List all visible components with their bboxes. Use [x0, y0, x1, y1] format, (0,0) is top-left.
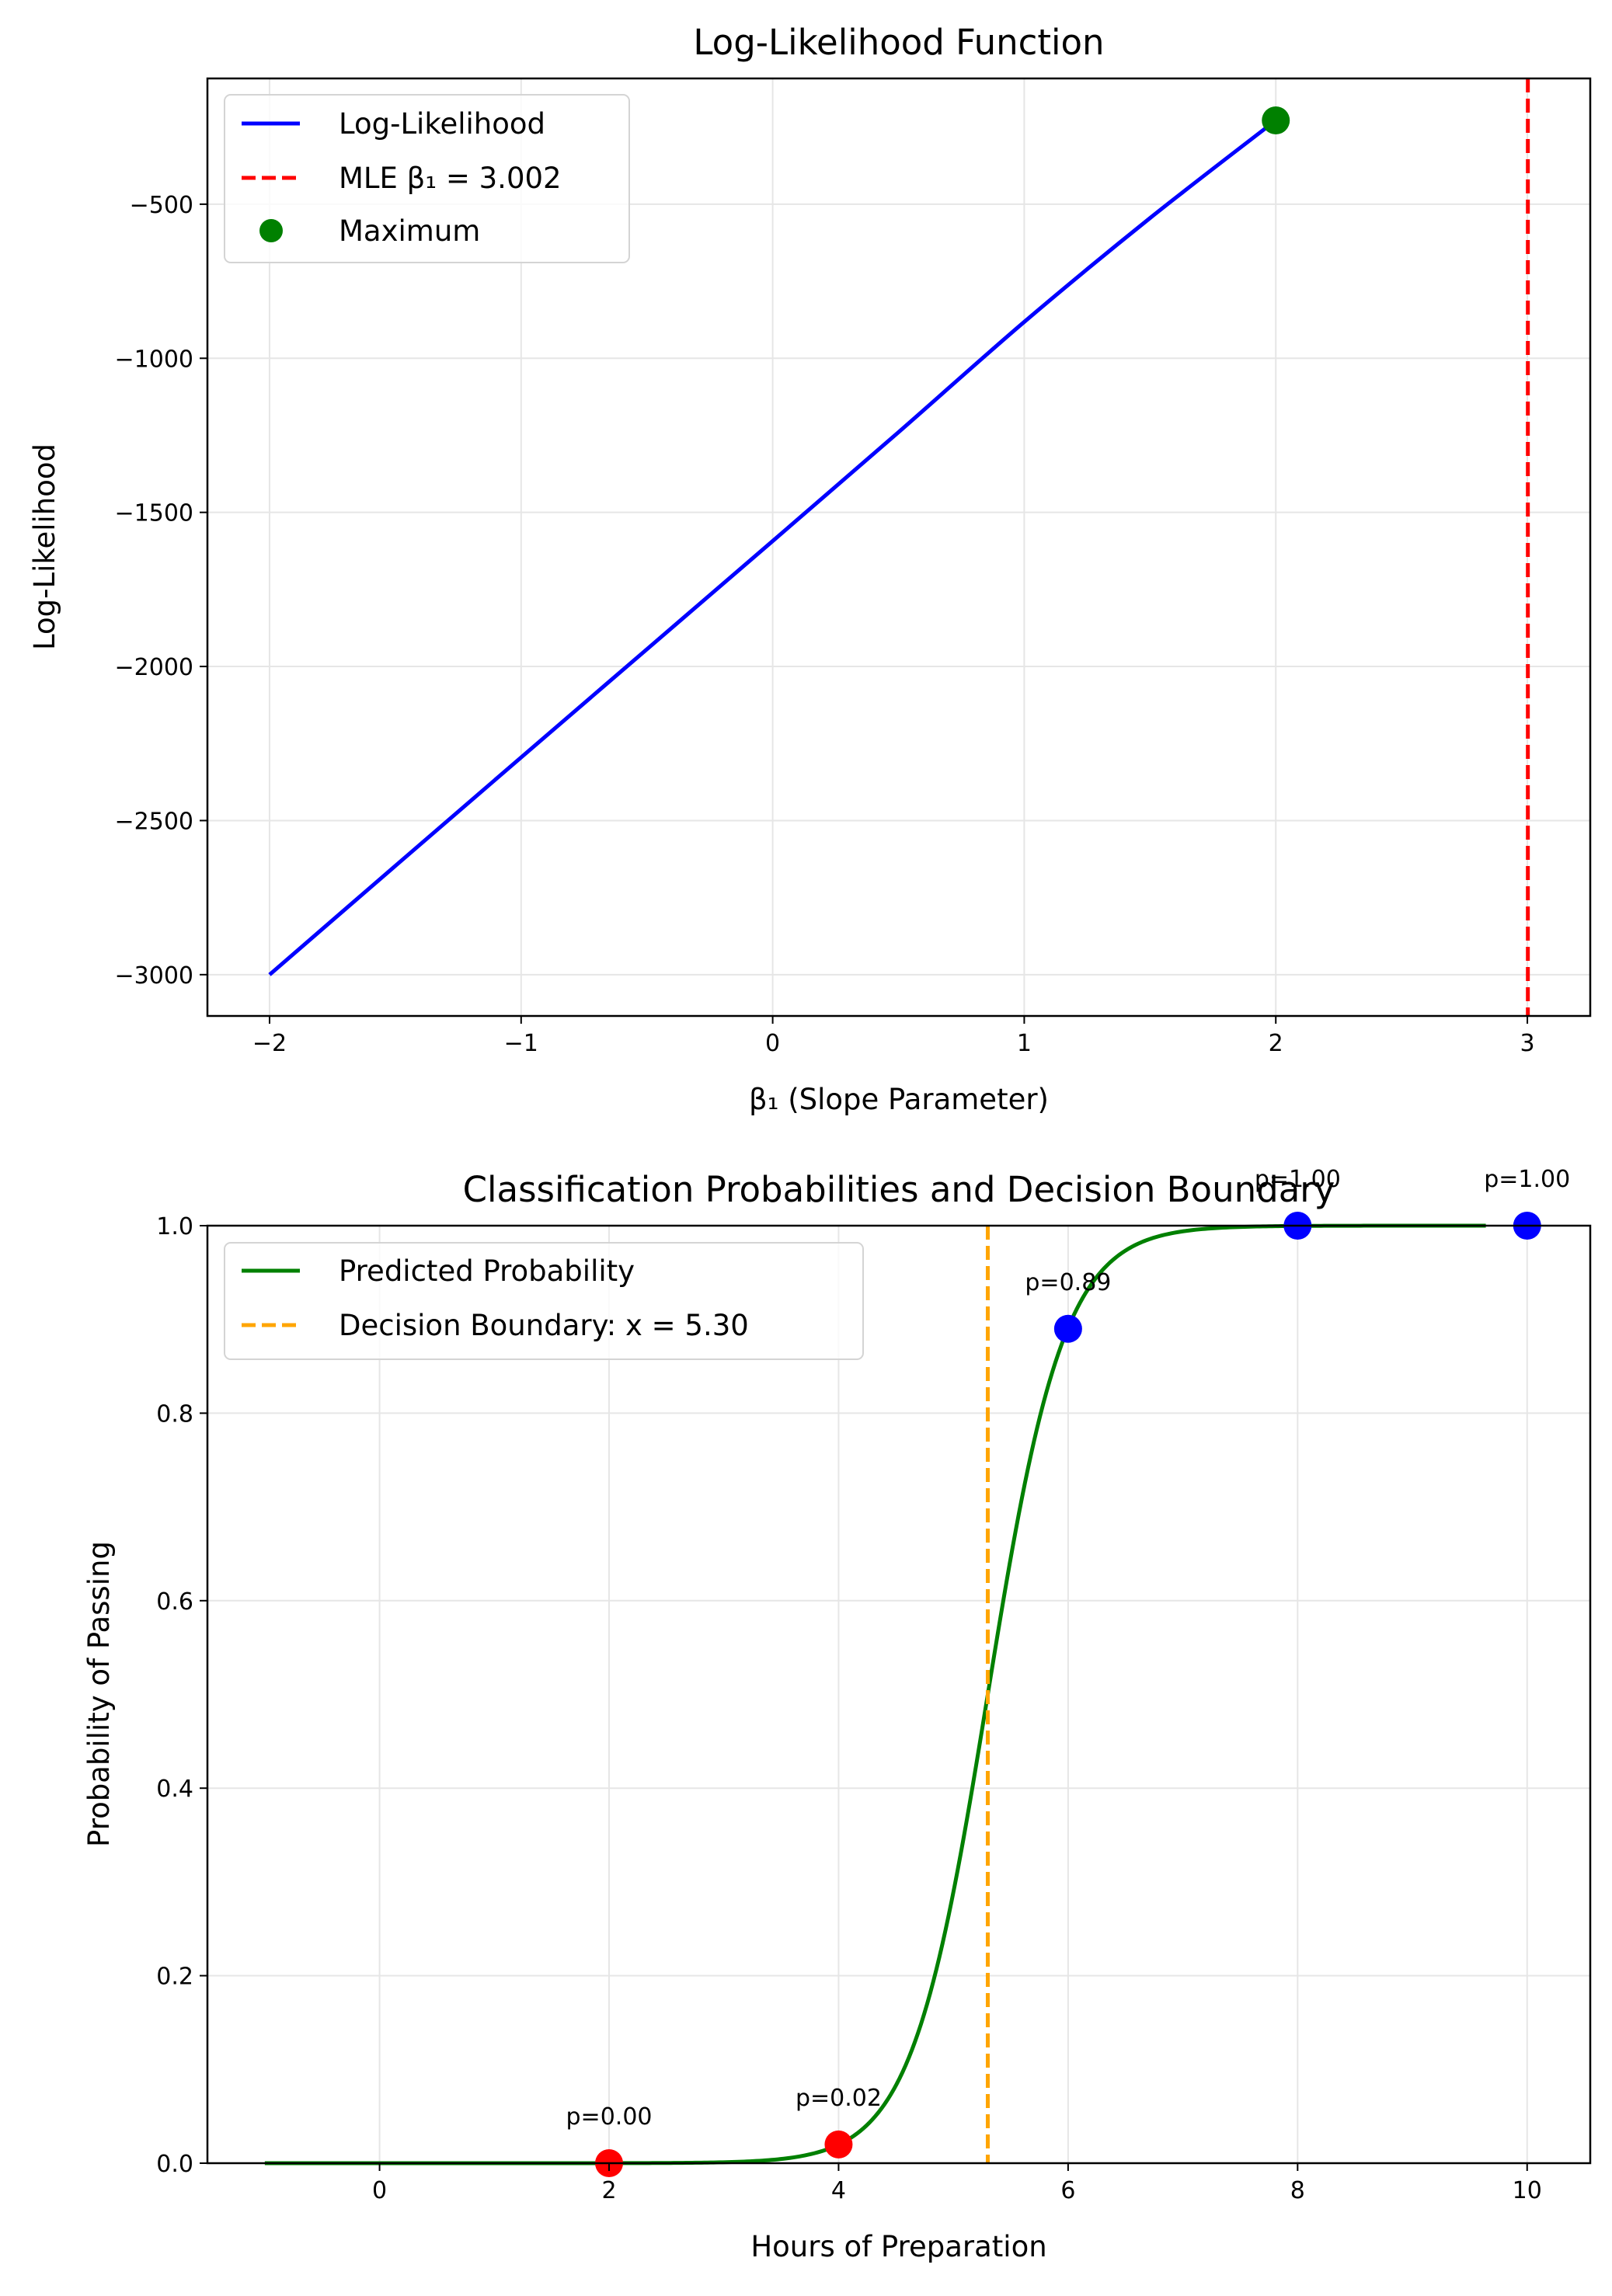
plot-area [268, 78, 1530, 1016]
y-axis-label: Log-Likelihood [28, 444, 61, 650]
x-axis-label: Hours of Preparation [750, 2230, 1046, 2263]
y-axis-label: Probability of Passing [82, 1541, 116, 1847]
point-annotation: p=0.89 [1025, 1269, 1111, 1296]
point-annotation: p=0.00 [566, 2103, 653, 2131]
data-point [1053, 1314, 1082, 1343]
y-tick-label: −1000 [115, 346, 193, 373]
x-tick-label: 1 [1017, 1030, 1032, 1057]
y-tick-label: −2500 [115, 808, 193, 835]
y-tick-label: −3000 [115, 962, 193, 990]
point-annotation: p=1.00 [1484, 1166, 1570, 1193]
legend-box [224, 1242, 864, 1360]
legend-label-mle: MLE β₁ = 3.002 [339, 162, 562, 195]
point-annotation: p=0.02 [796, 2085, 882, 2112]
log-likelihood-chart: Log-Likelihood Function −2 −1 0 1 2 3 −3000 −2… [28, 22, 1592, 1116]
axes-frame [206, 1224, 1592, 2165]
chart-title: Classification Probabilities and Decisio… [463, 1169, 1335, 1210]
point-annotations: p=0.00 p=0.02 p=0.89 p=1.00 p=1.00 [566, 1166, 1571, 2131]
classification-chart: Classification Probabilities and Decisio… [82, 1166, 1592, 2263]
data-point [824, 2130, 853, 2159]
legend-label-log-likelihood: Log-Likelihood [339, 107, 545, 141]
axes-frame [206, 77, 1592, 1018]
y-axis-ticks: 0.0 0.2 0.4 0.6 0.8 1.0 [156, 1213, 207, 2178]
y-tick-label: −500 [130, 192, 193, 219]
x-tick-label: 6 [1060, 2177, 1075, 2204]
x-tick-label: 3 [1520, 1030, 1534, 1057]
x-tick-label: 2 [1269, 1030, 1283, 1057]
x-tick-label: 0 [372, 2177, 387, 2204]
x-tick-label: −1 [504, 1030, 538, 1057]
legend-box [224, 94, 630, 263]
y-tick-label: 0.2 [156, 1964, 193, 1991]
x-tick-label: 2 [601, 2177, 616, 2204]
legend-label-decision-boundary: Decision Boundary: x = 5.30 [339, 1309, 749, 1342]
x-tick-label: 0 [765, 1030, 780, 1057]
x-tick-label: 8 [1290, 2177, 1305, 2204]
maximum-marker [1262, 106, 1290, 134]
x-axis-label: β₁ (Slope Parameter) [749, 1083, 1049, 1116]
legend: Log-Likelihood MLE β₁ = 3.002 Maximum [224, 94, 630, 263]
y-tick-label: −2000 [115, 654, 193, 681]
x-tick-label: 4 [831, 2177, 846, 2204]
y-tick-label: −1500 [115, 500, 193, 527]
legend-marker-green-icon [259, 219, 283, 242]
x-tick-label: −2 [252, 1030, 287, 1057]
legend: Predicted Probability Decision Boundary:… [224, 1242, 864, 1360]
y-tick-label: 0.0 [156, 2151, 193, 2178]
y-tick-label: 0.4 [156, 1776, 193, 1803]
legend-label-maximum: Maximum [339, 214, 480, 248]
grid-lines [207, 78, 1590, 1016]
chart-title: Log-Likelihood Function [693, 22, 1104, 63]
x-tick-label: 10 [1513, 2177, 1542, 2204]
log-likelihood-curve [268, 118, 1277, 976]
y-tick-label: 0.8 [156, 1400, 193, 1428]
y-tick-label: 1.0 [156, 1213, 193, 1240]
x-axis-ticks: 0 2 4 6 8 10 [372, 2163, 1542, 2204]
y-axis-ticks: −3000 −2500 −2000 −1500 −1000 −500 [115, 192, 207, 990]
point-annotation: p=1.00 [1255, 1166, 1341, 1193]
x-axis-ticks: −2 −1 0 1 2 3 [252, 1016, 1535, 1057]
legend-label-predicted-probability: Predicted Probability [339, 1254, 635, 1288]
y-tick-label: 0.6 [156, 1588, 193, 1616]
